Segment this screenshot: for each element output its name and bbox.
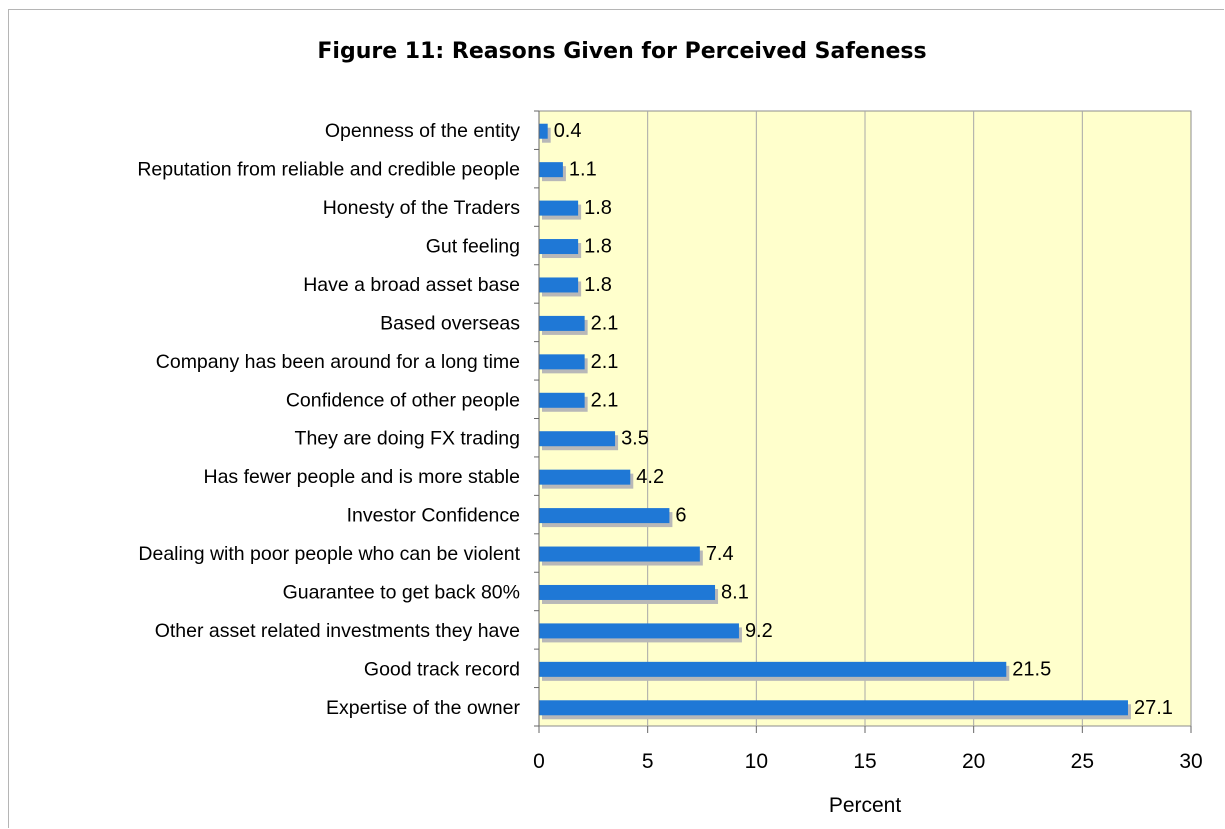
value-label: 8.1 xyxy=(721,581,749,603)
category-label: Openness of the entity xyxy=(325,120,520,142)
category-label: Expertise of the owner xyxy=(326,697,521,719)
bar xyxy=(539,239,579,255)
value-label: 2.1 xyxy=(591,389,619,411)
bar xyxy=(539,200,579,216)
bar xyxy=(539,700,1128,716)
bar xyxy=(539,623,739,639)
category-labels: Openness of the entity Reputation from re… xyxy=(137,120,520,719)
bar xyxy=(539,162,563,178)
value-labels: 0.41.11.81.81.82.12.12.13.54.267.48.19.2… xyxy=(554,120,1173,719)
x-axis-label: Percent xyxy=(829,794,902,817)
category-label: Has fewer people and is more stable xyxy=(203,466,520,488)
category-label: Have a broad asset base xyxy=(303,274,520,296)
bar xyxy=(539,584,716,600)
value-label: 21.5 xyxy=(1012,658,1051,680)
category-label: Dealing with poor people who can be viol… xyxy=(138,543,520,565)
bars xyxy=(539,123,1131,720)
bar xyxy=(539,392,585,408)
value-label: 1.8 xyxy=(584,236,612,258)
category-label: Investor Confidence xyxy=(347,505,520,527)
value-label: 0.4 xyxy=(554,120,582,142)
value-label: 2.1 xyxy=(591,312,619,334)
bar xyxy=(539,354,585,370)
x-tick-label: 30 xyxy=(1179,750,1202,773)
x-tick-label: 0 xyxy=(533,750,545,773)
value-label: 1.1 xyxy=(569,159,597,181)
category-label: Reputation from reliable and credible pe… xyxy=(137,159,520,181)
chart-title: Figure 11: Reasons Given for Perceived S… xyxy=(317,39,926,64)
bar xyxy=(539,661,1007,677)
value-label: 4.2 xyxy=(636,466,664,488)
x-tick-label: 15 xyxy=(853,750,876,773)
bar xyxy=(539,431,616,447)
category-label: Company has been around for a long time xyxy=(156,351,520,373)
x-tick-label: 20 xyxy=(962,750,985,773)
x-axis-ticks: 0 5 10 15 20 25 30 xyxy=(533,110,1203,773)
category-label: They are doing FX trading xyxy=(295,428,520,450)
value-label: 1.8 xyxy=(584,274,612,296)
bar xyxy=(539,508,670,524)
category-label: Other asset related investments they hav… xyxy=(155,620,520,642)
bar xyxy=(539,315,585,331)
value-label: 9.2 xyxy=(745,620,773,642)
value-label: 7.4 xyxy=(706,543,734,565)
x-tick-label: 25 xyxy=(1071,750,1094,773)
category-label: Guarantee to get back 80% xyxy=(283,581,520,603)
chart-frame xyxy=(8,9,1224,828)
value-label: 1.8 xyxy=(584,197,612,219)
bar xyxy=(539,469,631,485)
x-tick-label: 5 xyxy=(642,750,654,773)
category-label: Confidence of other people xyxy=(286,389,520,411)
bar xyxy=(539,277,579,293)
category-label: Honesty of the Traders xyxy=(323,197,521,219)
value-label: 2.1 xyxy=(591,351,619,373)
value-label: 3.5 xyxy=(621,428,649,450)
value-label: 6 xyxy=(675,505,686,527)
category-label: Good track record xyxy=(364,658,520,680)
category-label: Based overseas xyxy=(380,312,520,334)
bar xyxy=(539,123,548,139)
bar xyxy=(539,546,700,562)
value-label: 27.1 xyxy=(1134,697,1173,719)
category-label: Gut feeling xyxy=(426,236,520,258)
x-tick-label: 10 xyxy=(745,750,768,773)
